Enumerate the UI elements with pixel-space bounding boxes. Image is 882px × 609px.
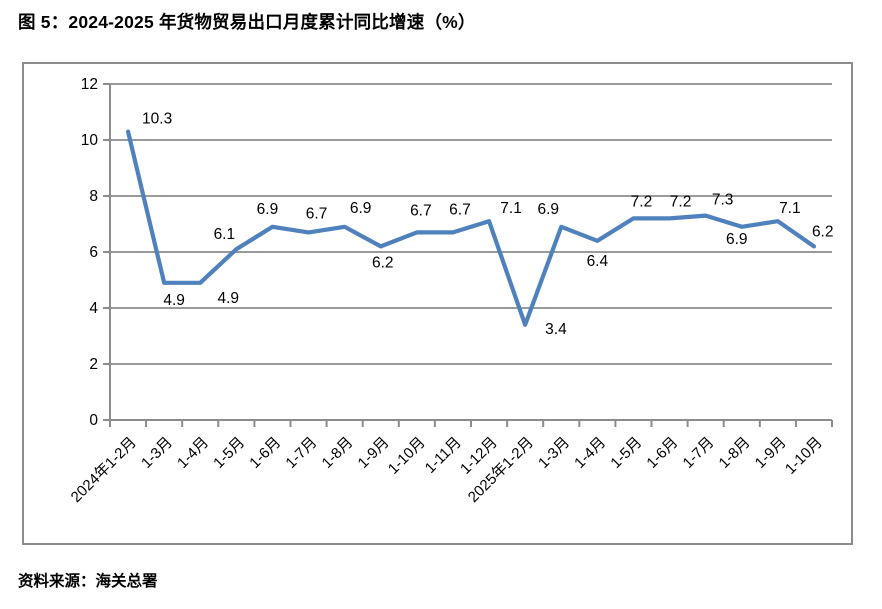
x-axis-label: 1-7月 [680,434,718,472]
data-label: 6.9 [726,231,748,248]
data-label: 6.1 [214,226,236,243]
x-axis-label: 1-6月 [643,434,681,472]
x-axis-label: 1-7月 [282,434,320,472]
data-label: 6.2 [372,254,394,271]
data-label: 6.9 [257,201,279,218]
x-axis-label: 1-10月 [782,434,826,478]
data-label: 7.2 [631,193,653,210]
data-label: 7.3 [712,192,734,209]
y-axis-label: 4 [89,300,98,317]
x-axis-label: 2024年1-2月 [68,434,140,506]
x-axis-label: 1-3月 [535,434,573,472]
data-label: 4.9 [217,290,239,307]
x-axis-label: 1-5月 [210,434,248,472]
x-axis-label: 1-8月 [319,434,357,472]
y-axis-label: 12 [81,76,98,93]
y-axis-label: 2 [89,356,98,373]
data-label: 6.7 [449,201,471,218]
x-axis-label: 1-8月 [716,434,754,472]
source-note: 资料来源：海关总署 [18,573,158,590]
y-axis-label: 0 [89,412,98,429]
data-label: 6.9 [537,201,559,218]
data-label: 10.3 [142,111,172,128]
x-axis-label: 1-4月 [174,434,212,472]
y-axis-label: 6 [89,244,98,261]
x-axis-label: 1-6月 [246,434,284,472]
data-series-line [125,129,817,327]
data-label: 6.4 [587,253,609,270]
data-label: 7.1 [500,200,522,217]
data-label: 7.1 [779,200,801,217]
data-label: 6.7 [410,202,432,219]
y-axis-label: 8 [89,188,98,205]
data-label: 6.2 [812,223,834,240]
chart-frame: 0 2 4 6 8 10 12 10.3 4.9 4.9 6.1 6.9 6.7 6.9 6.2 6.7 6.7… [22,62,853,545]
x-axis-label: 1-3月 [138,434,176,472]
data-label: 6.7 [306,205,328,222]
x-axis-label: 1-5月 [607,434,645,472]
data-label: 4.9 [163,292,185,309]
x-axis-label: 1-4月 [571,434,609,472]
line-chart-canvas: 0 2 4 6 8 10 12 10.3 4.9 4.9 6.1 6.9 6.7 6.9 6.2 6.7 6.7… [68,76,834,506]
data-label: 6.9 [350,200,372,217]
data-label: 7.2 [670,193,692,210]
x-axis-label: 1-10月 [385,434,429,478]
x-axis-label: 1-11月 [422,434,465,477]
y-axis-label: 10 [81,132,99,149]
data-label: 3.4 [545,321,567,338]
figure-title: 图 5：2024-2025 年货物贸易出口月度累计同比增速（%） [18,12,476,32]
